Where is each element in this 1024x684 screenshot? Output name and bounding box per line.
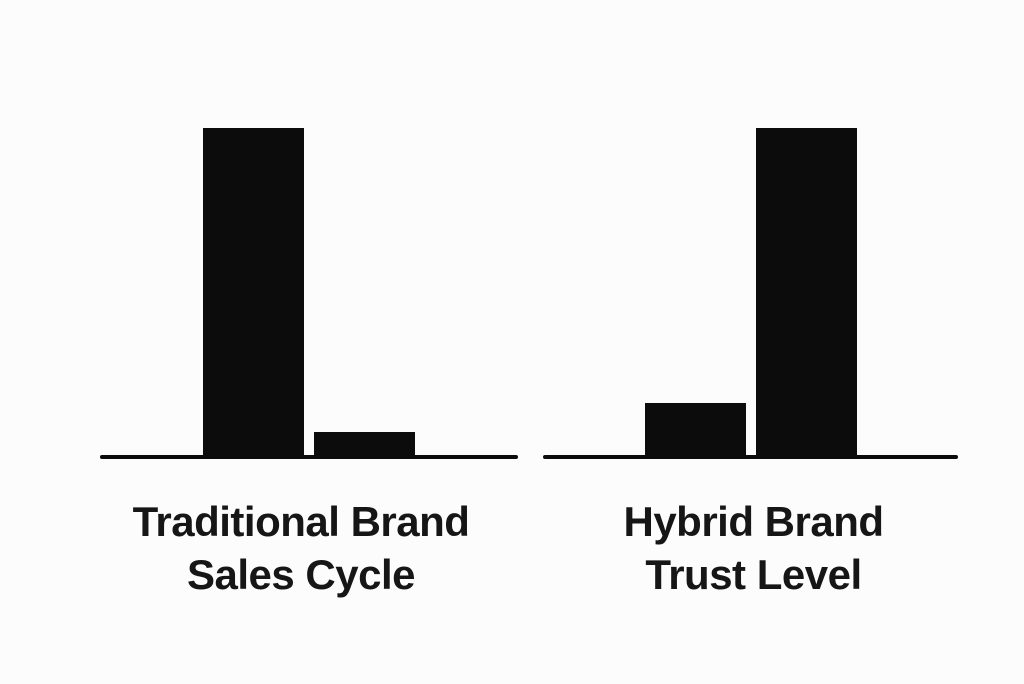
chart-title: Hybrid Brand Trust Level bbox=[549, 495, 958, 601]
chart-panel-traditional-brand: Traditional Brand Sales Cycle bbox=[100, 128, 518, 601]
bar-2 bbox=[314, 432, 415, 455]
chart-title-line-2: Trust Level bbox=[645, 551, 862, 598]
chart-title-line-2: Sales Cycle bbox=[186, 551, 416, 598]
x-axis-line bbox=[543, 455, 958, 459]
chart-title: Traditional Brand Sales Cycle bbox=[84, 495, 518, 601]
bar-1 bbox=[203, 128, 304, 455]
chart-title-line-1: Hybrid Brand bbox=[623, 498, 884, 545]
chart-title-line-1: Traditional Brand bbox=[132, 498, 470, 545]
bar-2 bbox=[755, 128, 857, 455]
x-axis-line bbox=[100, 455, 518, 459]
chart-panel-hybrid-brand: Hybrid Brand Trust Level bbox=[543, 128, 958, 601]
bar-1 bbox=[644, 403, 746, 455]
plot-area bbox=[100, 128, 518, 459]
plot-area bbox=[543, 128, 958, 459]
